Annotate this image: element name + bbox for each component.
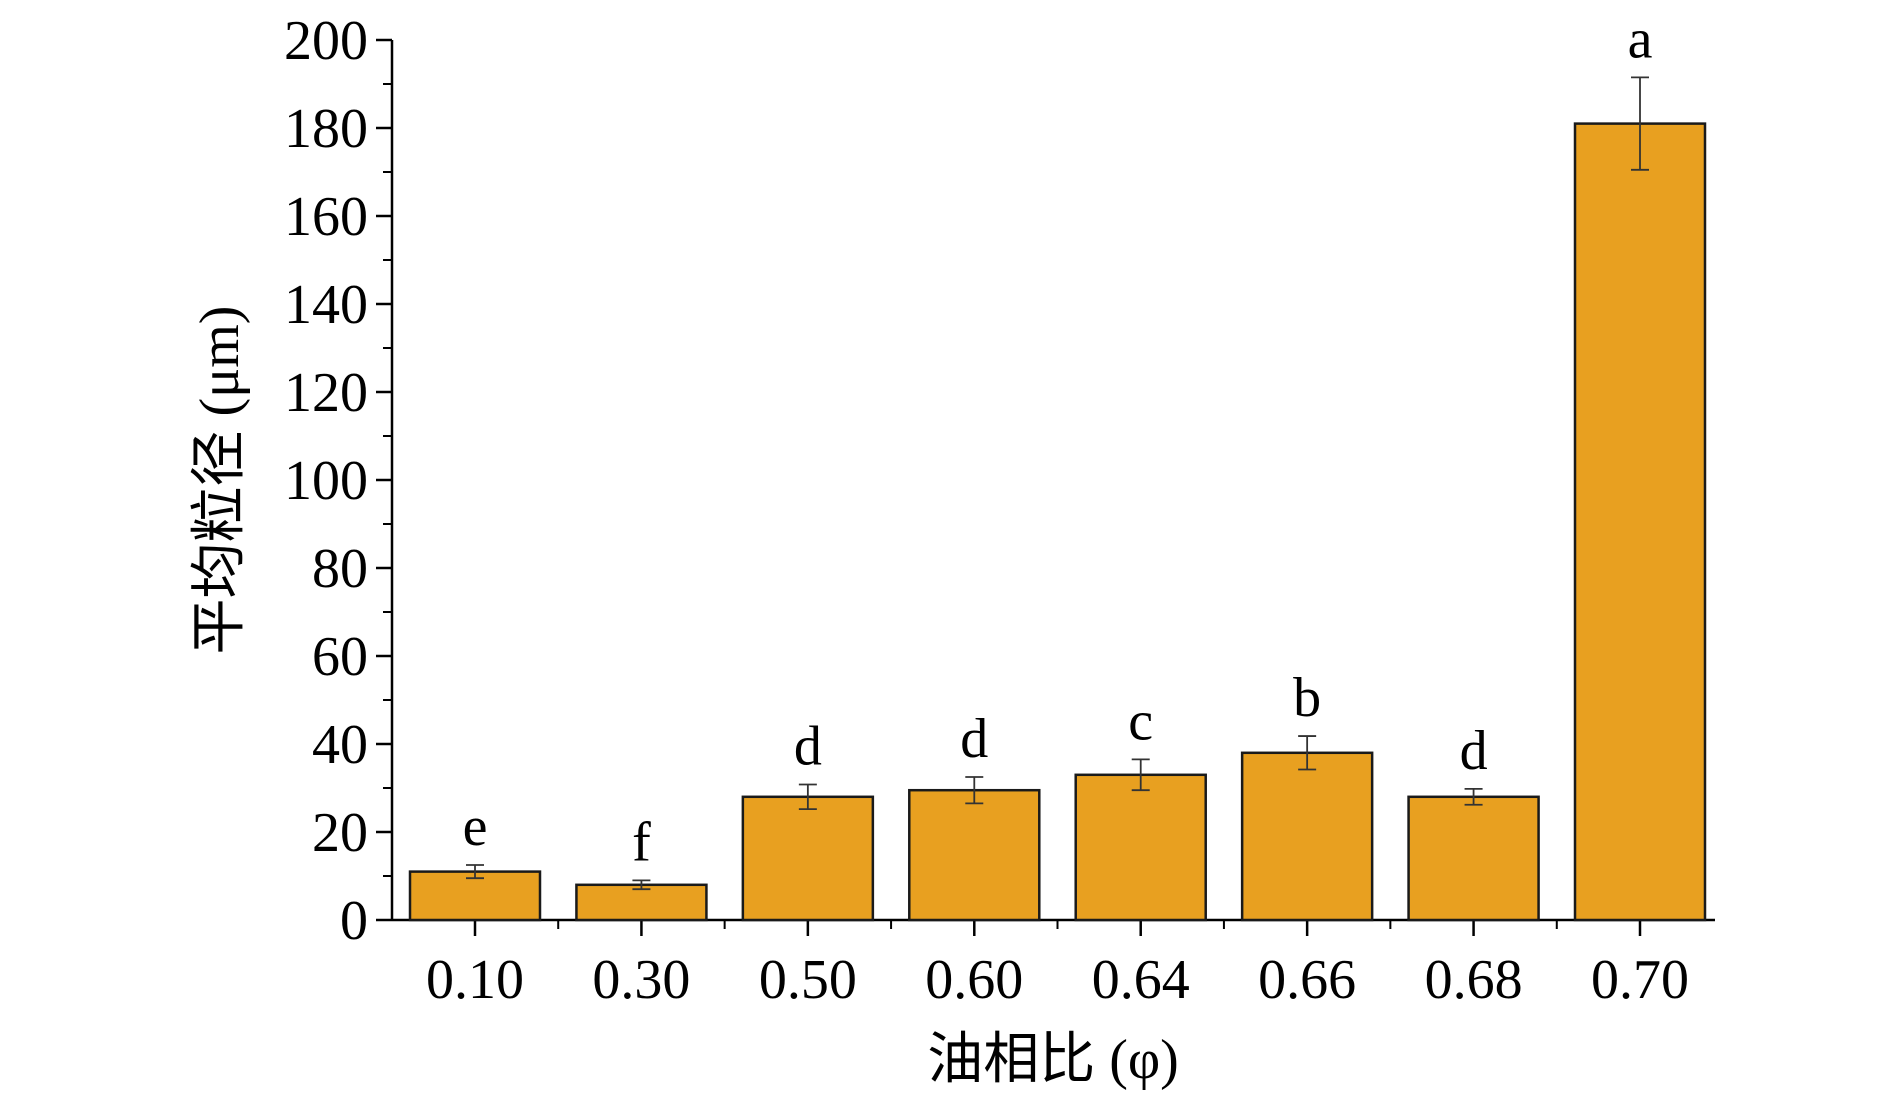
y-tick-label: 60 [312, 626, 368, 688]
y-tick-label: 100 [284, 450, 368, 512]
significance-label: b [1293, 667, 1321, 729]
x-tick-label: 0.30 [592, 949, 690, 1011]
y-tick-label: 140 [284, 274, 368, 336]
y-tick-label: 80 [312, 538, 368, 600]
error-bar [466, 864, 484, 880]
y-axis-title: 平均粒径 (μm) [189, 306, 251, 655]
error-bar [632, 879, 651, 891]
error-bar [798, 783, 817, 811]
significance-labels: e f d d c b d a [463, 8, 1653, 873]
y-tick-label: 160 [284, 186, 368, 248]
bar [1573, 122, 1707, 922]
x-tick-label: 0.64 [1092, 949, 1190, 1011]
error-bars [466, 76, 1649, 891]
axes [390, 40, 1715, 922]
bar [741, 795, 875, 922]
error-bar [1298, 735, 1317, 771]
x-tick-label: 0.66 [1258, 949, 1356, 1011]
significance-label: f [632, 811, 651, 873]
y-tick-label: 180 [284, 98, 368, 160]
significance-label: d [1460, 720, 1488, 782]
error-bar [965, 776, 984, 805]
y-tick-label: 20 [312, 802, 368, 864]
bar [908, 788, 1041, 922]
bar [408, 870, 542, 922]
significance-label: d [794, 715, 822, 777]
x-tick-label: 0.60 [925, 949, 1023, 1011]
significance-label: c [1128, 690, 1153, 752]
bar [1407, 795, 1540, 922]
y-tick-label: 200 [284, 10, 368, 72]
y-tick-label: 120 [284, 362, 368, 424]
y-tick-label: 40 [312, 714, 368, 776]
x-tick-label: 0.70 [1591, 949, 1689, 1011]
significance-label: a [1628, 8, 1653, 70]
error-bar [1131, 758, 1150, 792]
y-ticks: 0 20 40 60 80 100 120 140 160 180 200 [284, 10, 392, 952]
error-bar [1631, 76, 1649, 171]
significance-label: d [960, 708, 988, 770]
x-tick-label: 0.68 [1425, 949, 1523, 1011]
bar [1074, 773, 1207, 922]
error-bar [1464, 787, 1483, 806]
x-axis-title: 油相比 (φ) [927, 1029, 1179, 1091]
bar [1240, 751, 1374, 922]
x-tick-label: 0.50 [759, 949, 857, 1011]
x-tick-label: 0.10 [426, 949, 524, 1011]
y-tick-label: 0 [340, 890, 368, 952]
x-ticks: 0.10 0.30 0.50 0.60 0.64 0.66 0.68 0.70 [426, 920, 1689, 1011]
significance-label: e [463, 796, 488, 858]
bar [575, 883, 708, 922]
bars [408, 122, 1707, 922]
